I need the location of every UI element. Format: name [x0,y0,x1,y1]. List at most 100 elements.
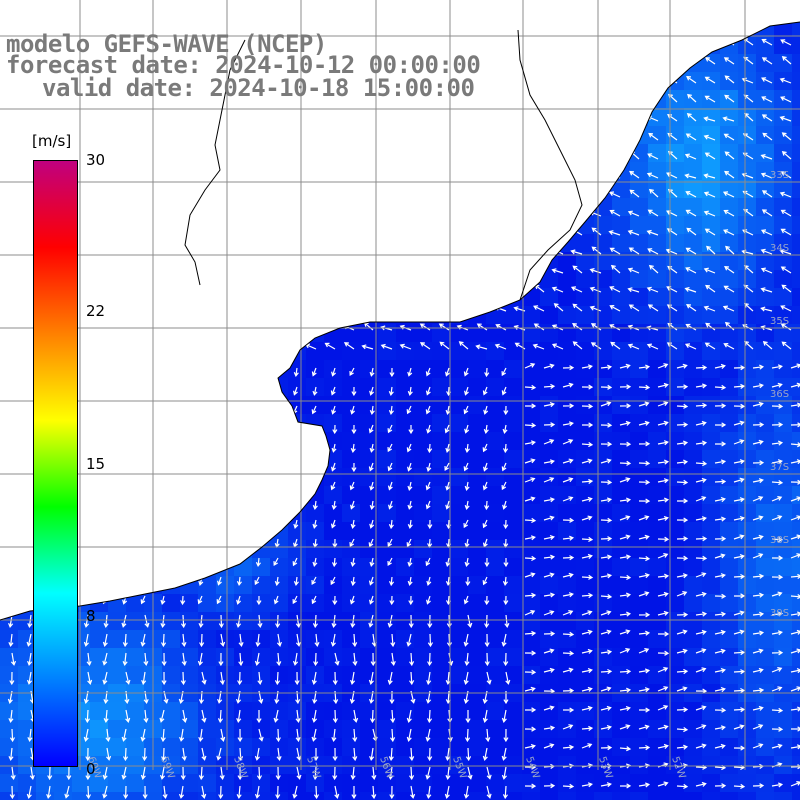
wind-arrow [761,190,773,198]
wind-arrow [525,403,537,409]
wind-arrow [369,709,376,724]
wind-arrow [619,420,631,426]
wind-arrow [581,668,593,674]
colorbar-tick-30: 30 [86,151,106,169]
wind-arrow [723,229,735,236]
wind-arrow [524,783,537,789]
wind-arrow [703,134,716,141]
wind-arrow [790,534,800,540]
wind-arrow [312,386,318,396]
wind-arrow [350,519,356,530]
wind-arrow [494,343,507,350]
wind-arrow [332,747,338,762]
wind-arrow [600,479,613,485]
wind-arrow [695,477,707,483]
wind-arrow [125,709,131,723]
wind-arrow [368,538,374,548]
wind-arrow [714,611,727,617]
wind-arrow [591,246,602,255]
wind-arrow [771,480,784,486]
wind-arrow [295,614,301,629]
wind-arrow [236,709,242,724]
wind-arrow [464,557,470,568]
wind-arrow [705,284,716,293]
wind-arrow [638,687,650,693]
wind-arrow [121,728,127,742]
wind-arrow [66,766,72,781]
wind-arrow [657,401,669,407]
wind-arrow [648,264,659,274]
wind-arrow [581,515,593,521]
wind-arrow [505,671,511,685]
wind-arrow [703,210,716,217]
wind-arrow [29,766,35,781]
wind-arrow [771,591,783,597]
wind-arrow [733,687,746,694]
wind-arrow [502,576,508,587]
wind-arrow [619,746,632,752]
wind-arrow [771,515,783,521]
wind-arrow [9,728,16,743]
wind-arrow [760,229,773,236]
wind-arrow [438,323,450,331]
wind-arrow [409,671,415,686]
wind-arrow [790,611,800,617]
wind-arrow [484,614,490,629]
wind-arrow [387,557,393,567]
wind-arrow [408,614,414,629]
wind-arrow [695,383,708,389]
wind-arrow [236,595,242,605]
wind-arrow [524,610,536,616]
wind-arrow [161,652,167,667]
wind-arrow [463,462,469,472]
wind-arrow [760,172,773,179]
wind-arrow [779,77,792,84]
wind-arrow [600,573,613,579]
wind-arrow [84,709,90,724]
wind-arrow [771,611,784,617]
wind-arrow [220,728,226,742]
wind-arrow [685,191,697,198]
wind-arrow [781,341,792,350]
wind-arrow [657,781,669,787]
wind-arrow [619,687,632,693]
wind-arrow [703,116,716,122]
wind-arrow [676,629,688,635]
wind-arrow [790,459,800,465]
wind-arrow [484,500,490,511]
wind-arrow [83,614,90,628]
wind-arrow [311,728,317,742]
wind-arrow [102,785,108,799]
wind-arrow [296,766,302,780]
wind-arrow [444,462,450,472]
wind-arrow [465,710,471,724]
wind-arrow [293,519,299,529]
wind-arrow [781,284,792,293]
wind-arrow [676,744,689,750]
wind-arrow [752,783,765,789]
wind-arrow [349,367,355,377]
wind-arrow [502,443,509,454]
wind-arrow [790,422,800,428]
wind-arrow [619,403,632,409]
wind-arrow [350,557,356,568]
wind-arrow [409,652,415,667]
wind-arrow [590,342,602,350]
wind-arrow [771,782,784,788]
wind-arrow [501,386,507,396]
wind-arrow [619,497,632,503]
wind-arrow [724,94,735,103]
wind-arrow [600,517,613,523]
wind-arrow [369,386,375,396]
wind-arrow [704,228,716,236]
wind-arrow [562,477,574,483]
wind-arrow [703,191,716,198]
wind-arrow [425,728,431,742]
wind-arrow [350,671,356,685]
wind-arrow [600,629,612,635]
wind-arrow [600,554,613,560]
wind-arrow [389,595,395,606]
wind-arrow [257,614,263,629]
title-valid-date: valid date: 2024-10-18 15:00:00 [42,74,475,102]
wind-arrow [581,442,594,448]
